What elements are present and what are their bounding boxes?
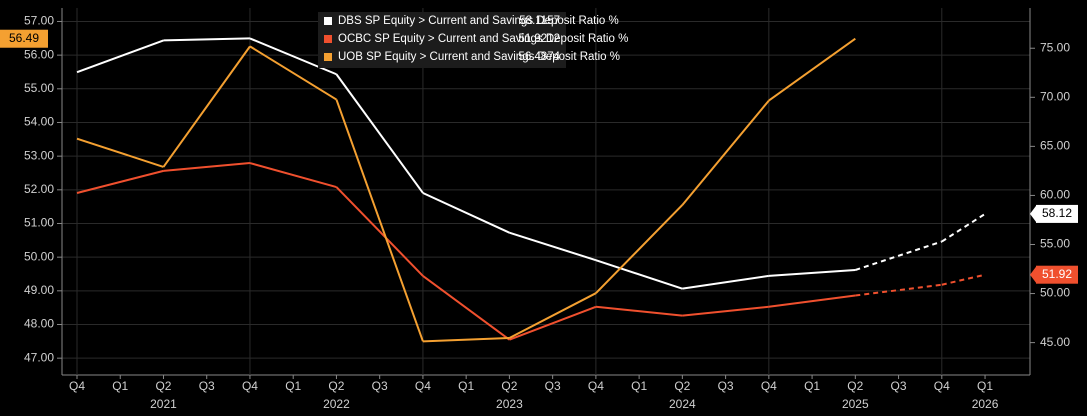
x-tick-label: Q2 xyxy=(328,379,344,393)
y-tick-label: 52.00 xyxy=(24,182,54,196)
end-label-pointer xyxy=(1030,205,1036,222)
legend-label: OCBC SP Equity > Current and Savings Dep… xyxy=(338,33,628,45)
year-label: 2025 xyxy=(842,397,869,411)
year-label: 2023 xyxy=(496,397,523,411)
line-segment xyxy=(509,305,597,341)
x-tick-label: Q4 xyxy=(69,379,85,393)
line-segment xyxy=(162,45,251,168)
y2-tick-label: 65.00 xyxy=(1040,139,1070,153)
x-tick-label: Q2 xyxy=(847,379,863,393)
x-tick-label: Q1 xyxy=(631,379,647,393)
line-segment xyxy=(163,162,251,172)
line-segment xyxy=(335,186,424,277)
line-segment xyxy=(422,192,510,234)
legend-swatch xyxy=(324,17,332,25)
legend: DBS SP Equity > Current and Savings Depo… xyxy=(318,12,628,68)
year-label: 2024 xyxy=(669,397,696,411)
y2-tick-label: 50.00 xyxy=(1040,286,1070,300)
line-segment xyxy=(508,292,597,339)
x-tick-label: Q2 xyxy=(674,379,690,393)
x-tick-label: Q3 xyxy=(372,379,388,393)
line-segment xyxy=(249,162,337,189)
y-tick-label: 56.00 xyxy=(24,47,54,61)
x-tick-label: Q4 xyxy=(761,379,777,393)
x-tick-label: Q3 xyxy=(891,379,907,393)
y-tick-label: 53.00 xyxy=(24,148,54,162)
line-segment xyxy=(76,169,164,194)
x-tick-label: Q3 xyxy=(718,379,734,393)
x-tick-label: Q4 xyxy=(588,379,604,393)
estimate-segment xyxy=(855,240,943,271)
x-tick-label: Q1 xyxy=(285,379,301,393)
end-label: 58.12 xyxy=(1042,206,1072,220)
end-label-box xyxy=(1036,204,1078,223)
legend-swatch xyxy=(324,53,332,61)
y2-tick-label: 70.00 xyxy=(1040,89,1070,103)
line-segment xyxy=(76,39,164,74)
line-segment xyxy=(768,294,856,308)
year-label: 2021 xyxy=(150,397,177,411)
y-tick-label: 48.00 xyxy=(24,317,54,331)
line-segment xyxy=(681,99,770,206)
estimate-segment xyxy=(855,283,942,297)
line-segment xyxy=(335,73,424,194)
x-tick-label: Q4 xyxy=(242,379,258,393)
legend-label: DBS SP Equity > Current and Savings Depo… xyxy=(338,15,619,27)
line-segment xyxy=(163,37,250,42)
legend-label: UOB SP Equity > Current and Savings Depo… xyxy=(338,51,620,63)
x-tick-label: Q2 xyxy=(155,379,171,393)
line-segment xyxy=(509,231,597,262)
line-segment xyxy=(768,37,856,102)
end-label: 56.49 xyxy=(9,31,39,45)
x-tick-label: Q1 xyxy=(804,379,820,393)
y-tick-label: 50.00 xyxy=(24,249,54,263)
y-tick-label: 57.00 xyxy=(24,14,54,28)
line-segment xyxy=(422,275,510,341)
x-tick-label: Q1 xyxy=(112,379,128,393)
end-label-box xyxy=(0,29,48,48)
line-segment xyxy=(595,259,683,290)
y-tick-label: 51.00 xyxy=(24,216,54,230)
year-label: 2022 xyxy=(323,397,350,411)
x-tick-label: Q3 xyxy=(545,379,561,393)
year-label: 2026 xyxy=(972,397,999,411)
estimate-segment xyxy=(941,273,986,286)
x-tick-label: Q4 xyxy=(415,379,431,393)
y-tick-label: 55.00 xyxy=(24,81,54,95)
y2-tick-label: 45.00 xyxy=(1040,335,1070,349)
y-tick-label: 47.00 xyxy=(24,350,54,364)
legend-box xyxy=(318,12,566,68)
legend-value: 51.9212 xyxy=(518,33,560,45)
x-tick-label: Q3 xyxy=(199,379,215,393)
line-segment xyxy=(768,269,856,277)
end-label-box xyxy=(1036,265,1078,284)
y2-tick-label: 75.00 xyxy=(1040,40,1070,54)
estimate-segment xyxy=(941,213,986,243)
line-segment xyxy=(335,99,424,342)
legend-swatch xyxy=(324,35,332,43)
y2-tick-label: 55.00 xyxy=(1040,237,1070,251)
legend-value: 58.1157 xyxy=(519,15,560,27)
y-tick-label: 54.00 xyxy=(24,115,54,129)
line-segment xyxy=(682,305,769,317)
x-tick-label: Q2 xyxy=(501,379,517,393)
line-segment xyxy=(76,137,164,168)
line-segment xyxy=(422,336,510,343)
x-tick-label: Q1 xyxy=(977,379,993,393)
x-tick-label: Q1 xyxy=(458,379,474,393)
line-segment xyxy=(249,37,337,76)
line-segment xyxy=(249,45,337,101)
end-label-pointer xyxy=(1030,266,1036,283)
y2-tick-label: 60.00 xyxy=(1040,188,1070,202)
line-segment xyxy=(682,274,769,290)
line-segment xyxy=(595,204,684,294)
legend-value: 56.4874 xyxy=(518,51,560,63)
end-label: 51.92 xyxy=(1042,267,1072,281)
x-tick-label: Q4 xyxy=(934,379,950,393)
y-tick-label: 49.00 xyxy=(24,283,54,297)
line-segment xyxy=(595,305,683,317)
